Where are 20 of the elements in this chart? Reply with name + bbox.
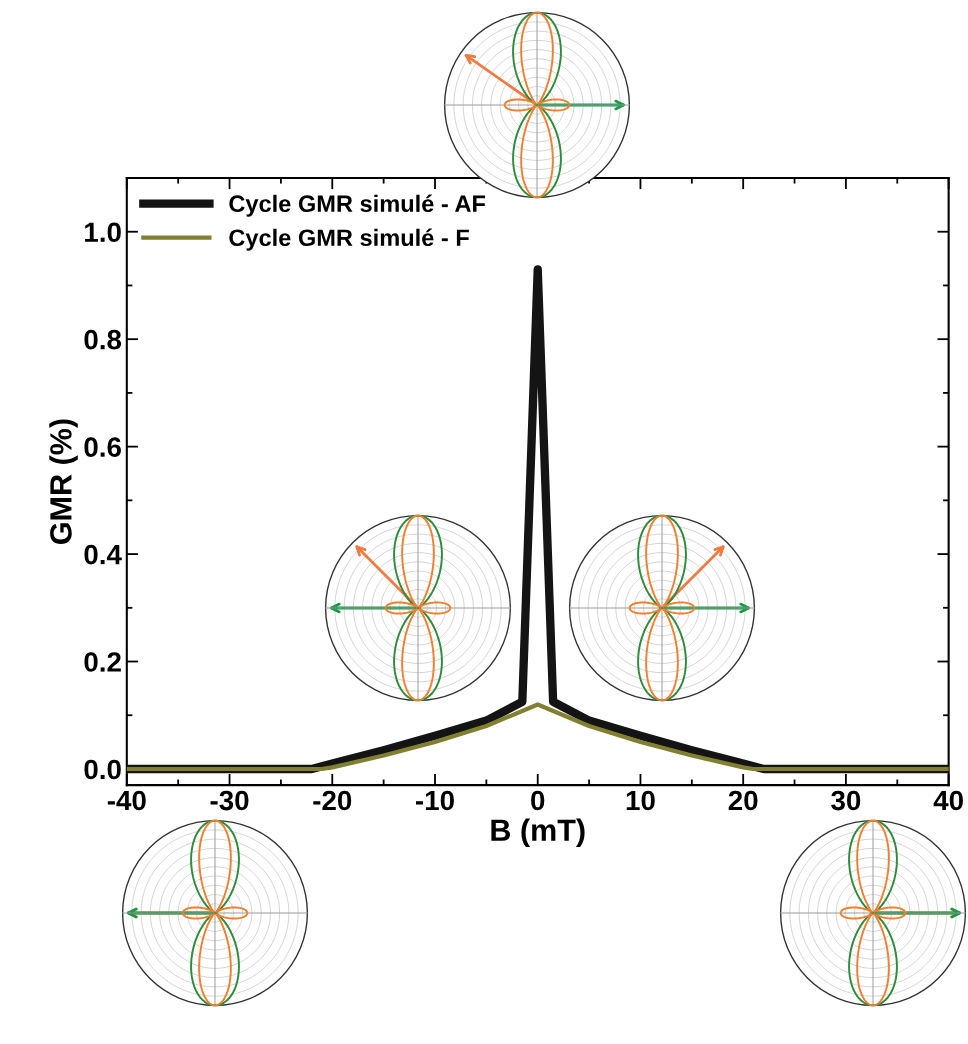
y-tick-label: 0.2 (84, 652, 121, 672)
y-tick-label: 0.8 (84, 329, 122, 350)
x-tick-label: 10 (626, 790, 655, 811)
x-tick-label: -40 (107, 790, 146, 811)
x-tick-label: -20 (313, 790, 352, 811)
y-tick-label: 0.4 (84, 544, 122, 565)
legend-label: Cycle GMR simulé - F (229, 228, 469, 251)
x-tick-label: -30 (210, 790, 249, 811)
y-tick-label: 0.0 (84, 759, 121, 780)
line-series (126, 702, 949, 772)
x-axis-title: B (mT) (491, 818, 585, 848)
x-tick-label: -10 (416, 790, 454, 811)
x-tick-label: 20 (728, 790, 758, 811)
x-tick-label: 0 (531, 790, 545, 811)
y-axis-title: GMR (%) (49, 419, 78, 544)
legend-label: Cycle GMR simulé - AF (229, 194, 486, 217)
x-tick-label: 40 (933, 790, 963, 811)
y-tick-label: 1.0 (85, 222, 121, 243)
x-tick-label: 30 (831, 790, 861, 811)
y-tick-label: 0.6 (84, 437, 121, 457)
